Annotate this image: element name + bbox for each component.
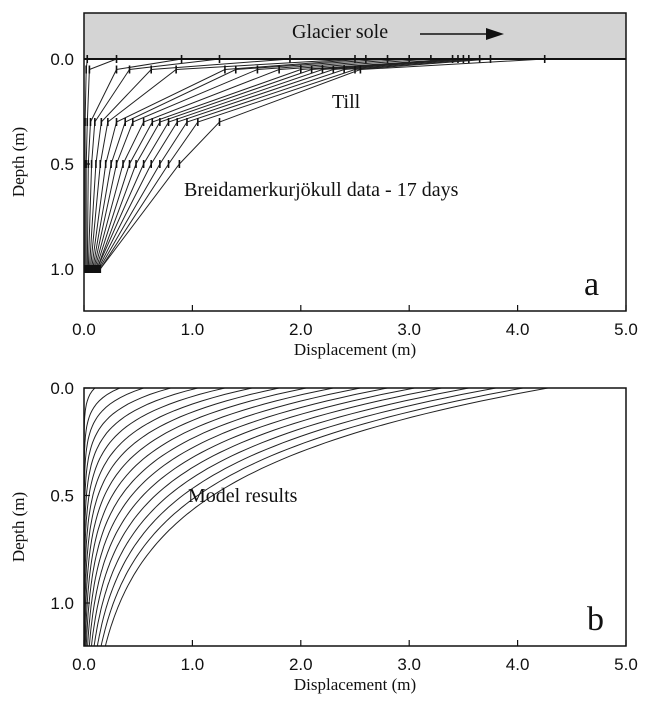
panel-a-letter: a	[584, 266, 599, 303]
panel-a-plot-frame	[83, 12, 627, 312]
b-x-tick-label: 4.0	[506, 655, 530, 674]
panel-b-model-curve	[96, 387, 496, 647]
panel-b: 0.0 1.0 2.0 3.0 4.0 5.0 0.0 0.5 1.0 Model result…	[9, 379, 638, 694]
a-y-tick-label: 0.0	[50, 50, 74, 69]
a-x-tick-label: 2.0	[289, 320, 313, 339]
panel-b-plot-frame	[83, 387, 627, 647]
panel-a-series-line	[94, 58, 431, 270]
b-x-tick-label: 2.0	[289, 655, 313, 674]
panel-b-letter: b	[587, 601, 604, 638]
panel-b-model-curve	[100, 387, 524, 647]
panel-b-model-curve	[85, 387, 361, 647]
b-x-tick-label: 0.0	[72, 655, 96, 674]
panel-b-model-curve	[83, 387, 144, 646]
panel-a-x-axis-title: Displacement (m)	[294, 340, 416, 359]
b-y-tick-label: 0.0	[50, 379, 74, 398]
model-results-label: Model results	[188, 485, 298, 507]
panel-a-series-line	[91, 58, 366, 270]
panel-a-series-line	[98, 58, 480, 270]
panel-b-model-curve	[91, 387, 442, 647]
a-x-tick-label: 0.0	[72, 320, 96, 339]
panel-a-series-line	[97, 58, 469, 270]
panel-b-model-curve	[83, 387, 280, 646]
panel-a-data-lines	[84, 55, 546, 273]
b-y-tick-label: 1.0	[50, 594, 74, 613]
panel-b-ticks: 0.0 1.0 2.0 3.0 4.0 5.0 0.0 0.5 1.0	[50, 379, 637, 674]
panel-b-x-axis-title: Displacement (m)	[294, 675, 416, 694]
panel-a-y-axis-title: Depth (m)	[9, 127, 28, 197]
panel-b-y-axis-title: Depth (m)	[9, 492, 28, 562]
panel-a: 0.0 1.0 2.0 3.0 4.0 5.0 0.0 0.5 1.0 Glacier sole…	[9, 12, 638, 359]
panel-a-ticks: 0.0 1.0 2.0 3.0 4.0 5.0 0.0 0.5 1.0	[50, 50, 637, 339]
a-x-tick-label: 4.0	[506, 320, 530, 339]
panel-b-model-curves	[83, 387, 549, 647]
b-x-tick-label: 3.0	[397, 655, 421, 674]
panel-a-series-line	[87, 58, 220, 270]
till-label: Till	[332, 91, 361, 113]
panel-a-series-line	[85, 58, 117, 269]
b-y-tick-label: 0.5	[50, 487, 74, 506]
glacier-sole-label: Glacier sole	[292, 21, 388, 43]
a-x-tick-label: 1.0	[181, 320, 205, 339]
panel-b-model-curve	[104, 387, 549, 647]
panel-a-series-line	[99, 58, 545, 270]
a-x-tick-label: 3.0	[397, 320, 421, 339]
a-y-tick-label: 1.0	[50, 260, 74, 279]
dataset-label: Breidamerkurjökull data - 17 days	[184, 179, 459, 201]
panel-b-model-curve	[83, 387, 226, 647]
b-x-tick-label: 5.0	[614, 655, 638, 674]
panel-b-model-curve	[87, 387, 388, 647]
b-x-tick-label: 1.0	[181, 655, 205, 674]
panel-a-series-line	[86, 58, 182, 270]
panel-b-model-curve	[93, 387, 469, 647]
panel-b-model-curve	[84, 387, 334, 646]
a-y-tick-label: 0.5	[50, 155, 74, 174]
panel-a-series-line	[99, 58, 491, 270]
glacier-sole-band	[84, 13, 626, 59]
glacier-flow-arrow	[420, 28, 504, 40]
panel-b-model-curve	[88, 387, 415, 647]
a-x-tick-label: 5.0	[614, 320, 638, 339]
